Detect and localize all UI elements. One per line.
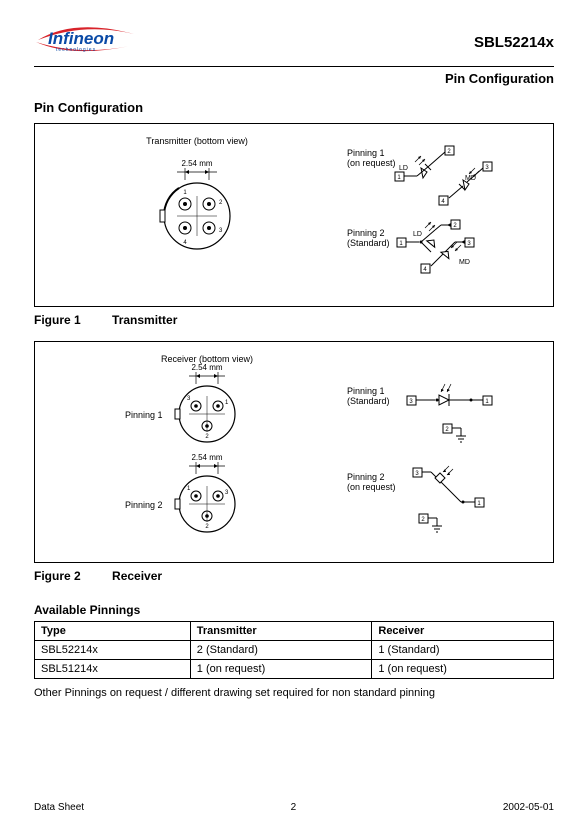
svg-text:1: 1: [183, 190, 187, 196]
header-rule: [34, 66, 554, 67]
fig2-text: Receiver: [112, 569, 162, 583]
fig1-dim: 2.54 mm: [181, 159, 212, 168]
fig2-left-p2: Pinning 2: [125, 500, 163, 510]
figure2-box: Receiver (bottom view) 2.54 mm 3 1 2: [34, 341, 554, 563]
footer-center: 2: [291, 802, 297, 813]
fig1-ld1: LD: [399, 165, 408, 172]
brand-logo: Infineon technologies: [34, 24, 154, 60]
fig1-title: Transmitter (bottom view): [146, 136, 248, 146]
table-row: SBL52214x 2 (Standard) 1 (Standard): [35, 641, 554, 660]
table-header-row: Type Transmitter Receiver: [35, 622, 554, 641]
table-cell: 1 (on request): [372, 660, 554, 679]
fig1-p1-sub: (on request): [347, 158, 396, 168]
svg-text:1: 1: [225, 400, 229, 406]
svg-text:4: 4: [183, 240, 187, 246]
svg-text:2: 2: [205, 434, 209, 440]
fig2-r-p2-sub: (on request): [347, 482, 396, 492]
fig2-r-p1: Pinning 1: [347, 386, 385, 396]
svg-text:2: 2: [219, 200, 223, 206]
svg-text:2: 2: [205, 524, 209, 530]
fig2-r-p2: Pinning 2: [347, 472, 385, 482]
fig2-num: Figure 2: [34, 569, 81, 583]
figure1-box: Transmitter (bottom view) 2.54 mm 1: [34, 123, 554, 307]
table-col-rx: Receiver: [372, 622, 554, 641]
fig2-dim2: 2.54 mm: [191, 453, 222, 462]
brand-subtitle: technologies: [56, 47, 96, 53]
table-row: SBL51214x 1 (on request) 1 (on request): [35, 660, 554, 679]
svg-text:3: 3: [225, 490, 229, 496]
fig2-dim1: 2.54 mm: [191, 363, 222, 372]
fig1-num: Figure 1: [34, 313, 81, 327]
fig1-p2-label: Pinning 2: [347, 228, 385, 238]
svg-text:3: 3: [219, 228, 223, 234]
figure1-caption: Figure 1 Transmitter: [34, 313, 554, 327]
part-number: SBL52214x: [474, 34, 554, 51]
fig1-p2-sub: (Standard): [347, 238, 390, 248]
fig2-r-p1-sub: (Standard): [347, 396, 390, 406]
section-right-label: Pin Configuration: [34, 71, 554, 86]
note-text: Other Pinnings on request / different dr…: [34, 687, 554, 699]
table-cell: SBL52214x: [35, 641, 191, 660]
footer-left: Data Sheet: [34, 802, 84, 813]
svg-text:3: 3: [187, 396, 191, 402]
fig1-ld2: LD: [413, 231, 422, 238]
figure2-caption: Figure 2 Receiver: [34, 569, 554, 583]
fig1-text: Transmitter: [112, 313, 177, 327]
table-col-type: Type: [35, 622, 191, 641]
table-cell: SBL51214x: [35, 660, 191, 679]
svg-text:1: 1: [187, 486, 191, 492]
pinnings-table: Type Transmitter Receiver SBL52214x 2 (S…: [34, 621, 554, 679]
table-cell: 1 (on request): [190, 660, 372, 679]
table-title: Available Pinnings: [34, 603, 554, 617]
section-title: Pin Configuration: [34, 100, 554, 115]
table-col-tx: Transmitter: [190, 622, 372, 641]
table-cell: 1 (Standard): [372, 641, 554, 660]
fig2-left-p1: Pinning 1: [125, 410, 163, 420]
footer-right: 2002-05-01: [503, 802, 554, 813]
fig1-md2: MD: [459, 259, 470, 266]
page-footer: Data Sheet 2 2002-05-01: [34, 792, 554, 813]
fig1-p1-label: Pinning 1: [347, 148, 385, 158]
table-cell: 2 (Standard): [190, 641, 372, 660]
brand-name: Infineon: [48, 29, 114, 48]
